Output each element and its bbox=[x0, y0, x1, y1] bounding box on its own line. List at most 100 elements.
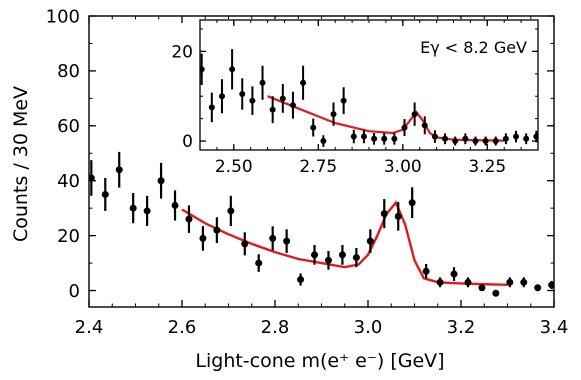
main-data-point bbox=[241, 232, 249, 256]
inset-data-point bbox=[350, 129, 357, 144]
inset-marker bbox=[200, 66, 205, 73]
inset-data-point bbox=[310, 118, 317, 137]
inset-marker bbox=[330, 111, 337, 118]
main-data-point bbox=[269, 226, 277, 251]
main-data-point bbox=[171, 190, 179, 221]
main-marker bbox=[422, 267, 430, 275]
inset-data-point bbox=[431, 130, 438, 143]
inset-marker bbox=[208, 104, 215, 111]
inset-data-point bbox=[462, 133, 469, 145]
inset-marker bbox=[300, 79, 307, 86]
main-marker bbox=[380, 210, 388, 218]
main-marker bbox=[185, 215, 193, 223]
main-data-point bbox=[89, 160, 95, 196]
main-marker bbox=[101, 190, 109, 198]
inset-data-point bbox=[482, 136, 489, 146]
main-x-tick-label: 3.2 bbox=[447, 317, 476, 338]
main-data-point bbox=[213, 217, 221, 244]
main-data-point bbox=[380, 199, 388, 229]
main-data-point bbox=[311, 244, 319, 265]
main-marker bbox=[297, 276, 305, 284]
main-fit-curve bbox=[181, 200, 508, 286]
main-marker bbox=[478, 284, 486, 292]
main-data-point bbox=[297, 273, 305, 286]
main-x-tick-label: 2.6 bbox=[168, 317, 197, 338]
main-marker bbox=[213, 226, 221, 234]
inset-marker bbox=[472, 138, 479, 145]
inset-y-tick-label: 0 bbox=[182, 132, 193, 152]
inset-marker bbox=[371, 135, 378, 142]
main-marker bbox=[241, 240, 249, 248]
main-data-point bbox=[394, 202, 402, 231]
inset-data-point bbox=[259, 65, 266, 100]
inset-data-point bbox=[289, 91, 296, 119]
inset-marker bbox=[452, 138, 459, 145]
main-marker bbox=[255, 259, 263, 267]
inset-marker bbox=[350, 133, 357, 140]
main-data-point bbox=[478, 284, 486, 292]
inset-marker bbox=[320, 138, 327, 145]
main-data-point bbox=[143, 195, 151, 227]
main-marker bbox=[506, 278, 514, 286]
main-marker bbox=[89, 174, 95, 182]
main-data-point bbox=[548, 280, 554, 290]
inset-data-point bbox=[269, 96, 276, 124]
main-x-tick-label: 2.4 bbox=[75, 317, 104, 338]
main-marker bbox=[492, 289, 500, 297]
main-marker bbox=[352, 254, 360, 262]
main-y-axis-label: Counts / 30 MeV bbox=[10, 86, 32, 242]
main-data-point bbox=[157, 162, 165, 199]
inset-marker bbox=[421, 122, 428, 129]
main-data-point bbox=[227, 195, 235, 227]
inset-data-point bbox=[249, 86, 256, 116]
main-x-axis-label: Light-cone m(e⁺ e⁻) [GeV] bbox=[195, 350, 444, 372]
inset-data-point bbox=[381, 132, 388, 145]
inset-data-point bbox=[401, 119, 408, 137]
inset-annotation: Eγ < 8.2 GeV bbox=[420, 38, 527, 57]
main-data-point bbox=[338, 244, 346, 265]
main-marker bbox=[548, 281, 554, 289]
inset-data-point bbox=[218, 79, 225, 114]
inset-marker bbox=[229, 66, 236, 73]
inset-marker bbox=[381, 135, 388, 142]
main-x-tick-label: 2.8 bbox=[261, 317, 290, 338]
main-y-tick-label: 100 bbox=[46, 6, 80, 27]
main-chart: 2.4 2.6 2.8 3.0 3.2 3.4 0 20 40 60 80 100 bbox=[46, 6, 569, 338]
main-data-point bbox=[450, 267, 458, 281]
inset-data-point bbox=[523, 133, 530, 145]
main-marker bbox=[199, 234, 207, 242]
inset-marker bbox=[533, 133, 538, 140]
inset-data-point bbox=[360, 129, 367, 144]
inset-marker bbox=[401, 124, 408, 131]
main-marker bbox=[115, 166, 123, 174]
inset-data-point bbox=[411, 102, 418, 126]
main-data-point bbox=[506, 277, 514, 288]
main-marker bbox=[283, 237, 291, 245]
inset-marker bbox=[289, 102, 296, 109]
main-data-point bbox=[352, 247, 360, 268]
inset-marker bbox=[340, 97, 347, 104]
main-data-point bbox=[422, 263, 430, 279]
main-data-point bbox=[199, 226, 207, 251]
main-data-point bbox=[366, 229, 374, 253]
inset-marker bbox=[239, 90, 246, 97]
main-x-tick-label: 3.0 bbox=[354, 317, 383, 338]
main-marker bbox=[436, 278, 444, 286]
main-marker bbox=[450, 270, 458, 278]
inset-marker bbox=[269, 106, 276, 113]
inset-data-point bbox=[239, 78, 246, 110]
inset-marker bbox=[431, 133, 438, 140]
main-marker bbox=[534, 284, 542, 292]
main-marker bbox=[394, 212, 402, 220]
main-y-tick-label: 60 bbox=[57, 116, 80, 137]
inset-x-tick-label: 3.00 bbox=[384, 157, 422, 177]
inset-data-point bbox=[340, 87, 347, 115]
inset-marker bbox=[279, 95, 286, 102]
inset-data-point bbox=[391, 132, 398, 145]
inset-data-point bbox=[492, 136, 499, 146]
main-y-tick-label: 20 bbox=[57, 226, 80, 247]
inset-x-tick-label: 3.25 bbox=[468, 157, 506, 177]
main-y-tick-label: 0 bbox=[69, 281, 80, 302]
main-data-point bbox=[101, 177, 109, 211]
inset-data-point bbox=[421, 116, 428, 135]
